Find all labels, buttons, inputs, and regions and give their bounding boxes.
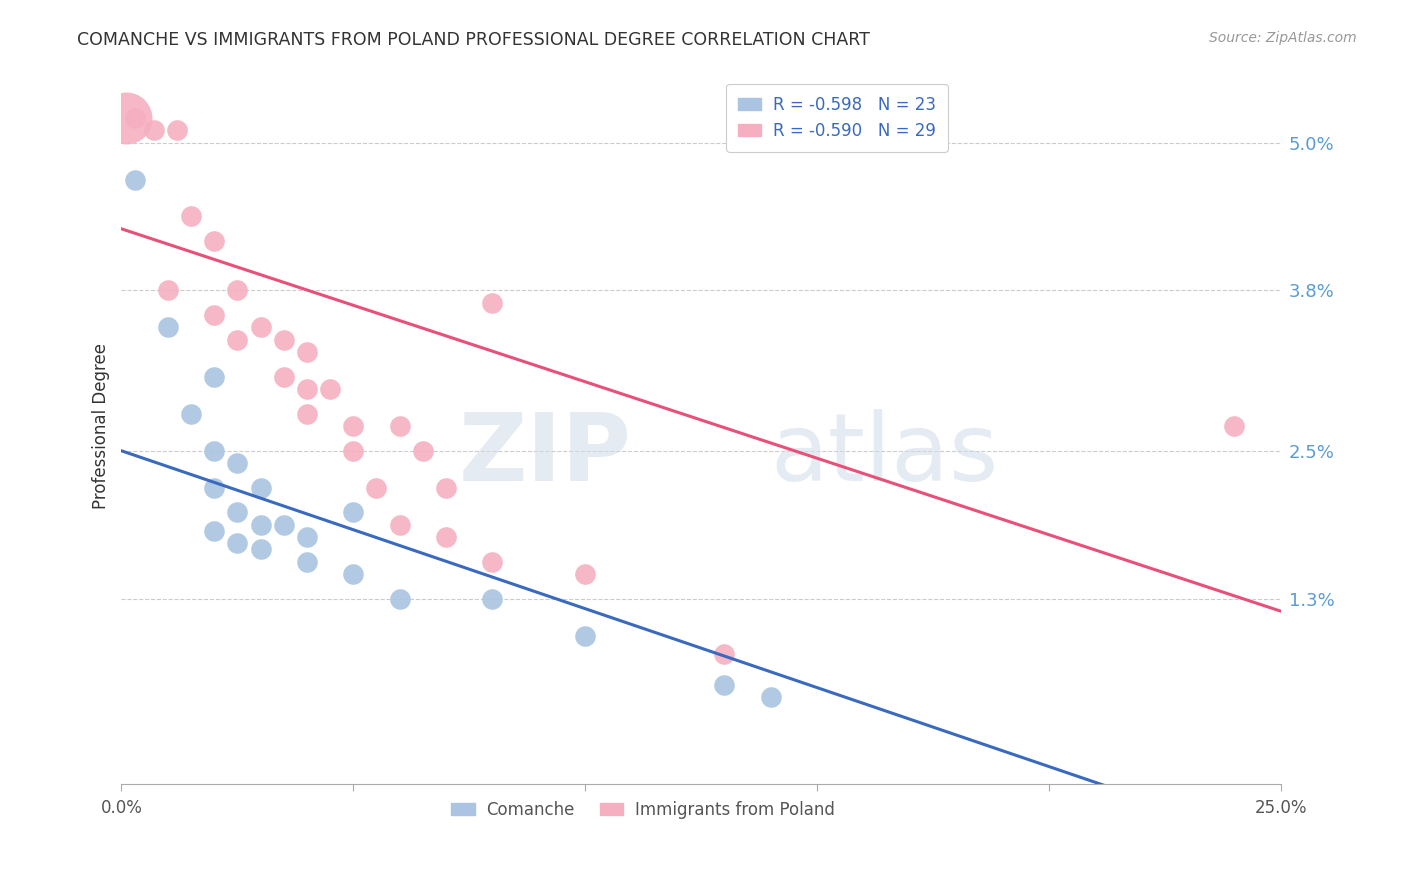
Point — [226, 536, 249, 550]
Point — [115, 111, 138, 125]
Point — [713, 678, 735, 692]
Point — [481, 591, 503, 606]
Point — [412, 443, 434, 458]
Point — [319, 382, 342, 396]
Point — [202, 234, 225, 248]
Point — [273, 517, 295, 532]
Point — [180, 407, 202, 421]
Point — [226, 456, 249, 470]
Point — [142, 123, 165, 137]
Point — [202, 443, 225, 458]
Point — [180, 210, 202, 224]
Point — [156, 320, 179, 334]
Point — [481, 295, 503, 310]
Point — [226, 284, 249, 298]
Point — [249, 481, 271, 495]
Point — [249, 542, 271, 557]
Point — [388, 517, 411, 532]
Point — [156, 284, 179, 298]
Text: Source: ZipAtlas.com: Source: ZipAtlas.com — [1209, 31, 1357, 45]
Point — [202, 369, 225, 384]
Point — [574, 567, 596, 582]
Point — [124, 172, 146, 186]
Y-axis label: Professional Degree: Professional Degree — [93, 343, 110, 509]
Point — [202, 524, 225, 538]
Legend: Comanche, Immigrants from Poland: Comanche, Immigrants from Poland — [444, 794, 841, 825]
Point — [434, 481, 457, 495]
Text: ZIP: ZIP — [458, 409, 631, 500]
Point — [249, 517, 271, 532]
Point — [166, 123, 188, 137]
Point — [342, 567, 364, 582]
Point — [481, 555, 503, 569]
Point — [342, 419, 364, 434]
Point — [295, 407, 318, 421]
Point — [366, 481, 388, 495]
Point — [273, 333, 295, 347]
Point — [273, 369, 295, 384]
Point — [295, 530, 318, 544]
Text: COMANCHE VS IMMIGRANTS FROM POLAND PROFESSIONAL DEGREE CORRELATION CHART: COMANCHE VS IMMIGRANTS FROM POLAND PROFE… — [77, 31, 870, 49]
Point — [342, 443, 364, 458]
Text: atlas: atlas — [770, 409, 998, 500]
Point — [388, 419, 411, 434]
Point — [295, 382, 318, 396]
Point — [295, 345, 318, 359]
Point — [1223, 419, 1246, 434]
Point — [295, 555, 318, 569]
Point — [202, 481, 225, 495]
Point — [202, 308, 225, 322]
Point — [388, 591, 411, 606]
Point — [434, 530, 457, 544]
Point — [124, 111, 146, 125]
Point — [713, 647, 735, 661]
Point — [759, 690, 782, 705]
Point — [574, 629, 596, 643]
Point — [249, 320, 271, 334]
Point — [226, 333, 249, 347]
Point — [342, 505, 364, 519]
Point — [226, 505, 249, 519]
